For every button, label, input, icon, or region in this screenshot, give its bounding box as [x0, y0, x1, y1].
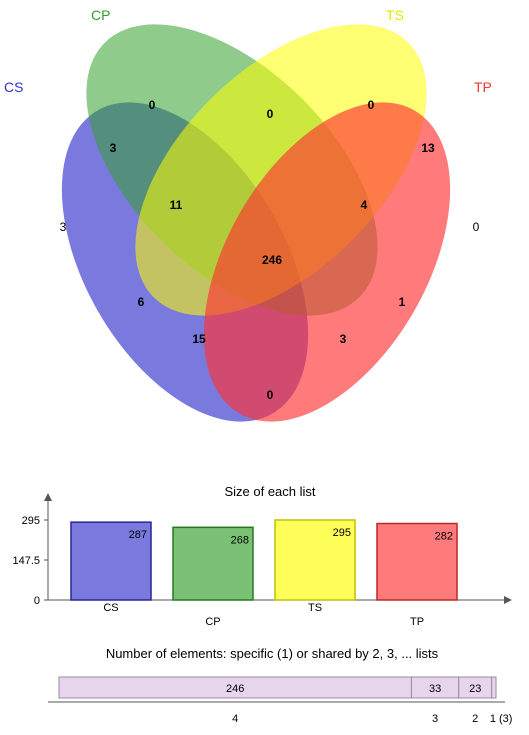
shared-elements-segment-1	[491, 676, 497, 699]
list-size-bar-ts	[274, 519, 356, 601]
list-size-bar-cp	[172, 526, 254, 601]
venn-count-cs-ts: 6	[138, 295, 145, 309]
venn-count-cp-ts-tp: 4	[361, 198, 368, 212]
venn-count-ts-tp: 13	[421, 141, 435, 155]
list-size-category-label: CS	[103, 602, 118, 614]
list-size-y-tick-label: 147.5	[12, 555, 40, 567]
venn-count-tp-only: 0	[473, 220, 480, 234]
list-size-chart-title: Size of each list	[224, 484, 315, 499]
list-size-x-axis-arrow	[504, 596, 512, 604]
venn-count-cs-ts-tp: 15	[192, 332, 206, 346]
list-size-chart: Size of each list 295 147.5 0 287 CS 268 CP 29…	[12, 484, 512, 628]
venn-label-ts: TS	[386, 7, 404, 23]
list-size-y-ticks: 295 147.5 0	[12, 515, 48, 607]
list-size-y-axis-arrow	[44, 493, 52, 501]
venn-count-cs-cp-tp: 1	[399, 295, 406, 309]
list-size-category-label: TS	[308, 602, 322, 614]
venn-count-ts-only: 0	[368, 98, 375, 112]
shared-elements-tick-label: 4	[232, 713, 238, 725]
list-size-bar-value: 295	[333, 527, 351, 539]
list-size-y-tick-label: 0	[34, 595, 40, 607]
list-size-bars: 287 CS 268 CP 295 TS 282 TP	[70, 519, 458, 628]
shared-elements-tick-label: 2	[472, 713, 478, 725]
shared-elements-tick-label: 1 (3)	[490, 713, 513, 725]
list-size-bar-value: 287	[129, 529, 147, 541]
list-size-bar-cs	[70, 521, 152, 601]
venn-diagram: CS CP TS TP 3 0 0 0 3 0 13 6 3 0 11 4 15…	[4, 7, 492, 422]
venn-count-all: 246	[262, 253, 282, 267]
venn-count-cp-ts: 0	[267, 107, 274, 121]
list-size-bar-value: 268	[231, 534, 249, 546]
venn-ellipse-tp	[203, 102, 451, 422]
shared-elements-segment-value: 23	[469, 683, 481, 695]
shared-elements-chart-title: Number of elements: specific (1) or shar…	[106, 646, 439, 661]
venn-count-cp-tp: 3	[340, 332, 347, 346]
list-size-category-label: TP	[410, 616, 424, 628]
list-size-y-tick-label: 295	[22, 515, 40, 527]
list-size-bar-tp	[376, 522, 458, 601]
venn-count-cs-tp: 0	[267, 388, 274, 402]
shared-elements-segment-value: 33	[429, 683, 441, 695]
venn-label-tp: TP	[474, 79, 492, 95]
venn-count-cs-cp: 3	[110, 141, 117, 155]
list-size-bar-value: 282	[435, 531, 453, 543]
list-size-category-label: CP	[205, 616, 220, 628]
shared-elements-chart: Number of elements: specific (1) or shar…	[48, 646, 512, 725]
shared-elements-segment-value: 246	[226, 683, 244, 695]
venn-count-cp-only: 0	[149, 98, 156, 112]
venn-count-cs-only: 3	[60, 220, 67, 234]
shared-elements-tick-label: 3	[432, 713, 438, 725]
venn-label-cp: CP	[91, 7, 110, 23]
venn-count-cs-cp-ts: 11	[170, 198, 183, 212]
venn-label-cs: CS	[4, 79, 23, 95]
